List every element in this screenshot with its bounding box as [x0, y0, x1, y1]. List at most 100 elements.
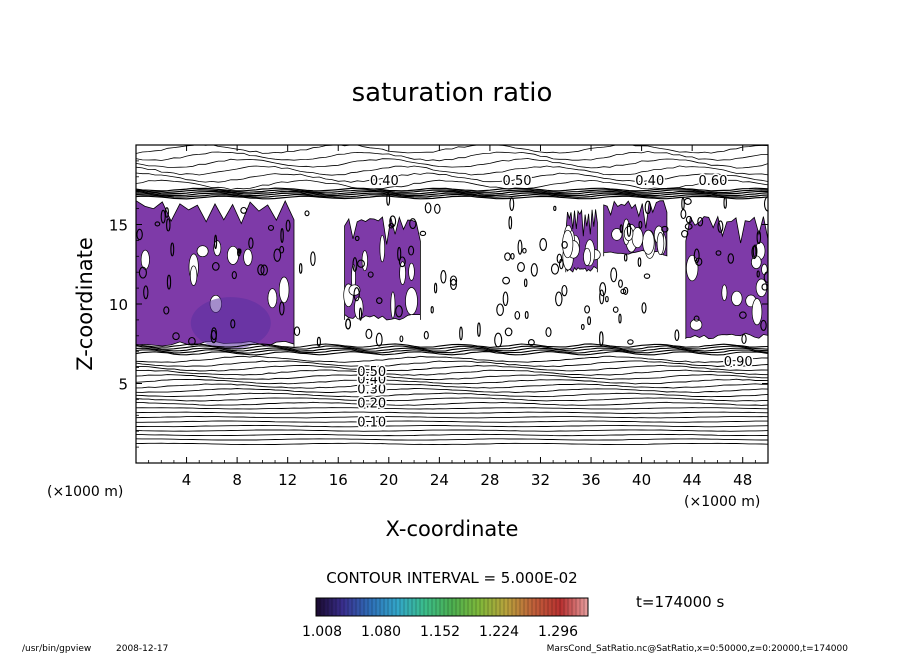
- contour-line: [136, 190, 768, 195]
- contour-blob: [561, 241, 568, 249]
- x-tick-label: 36: [581, 471, 600, 489]
- contour-interval: CONTOUR INTERVAL = 5.000E-02: [326, 569, 577, 587]
- contour-blob: [163, 306, 170, 315]
- contour-blob: [367, 271, 374, 278]
- contour-blob: [556, 253, 563, 264]
- x-tick-label: 44: [683, 471, 702, 489]
- contour-blob: [599, 331, 604, 347]
- contour-blob: [496, 303, 504, 316]
- footer-program: /usr/bin/gpview: [22, 644, 91, 654]
- cloud-hole: [611, 228, 623, 241]
- contour-blob: [510, 252, 515, 260]
- contour-line: [136, 369, 768, 376]
- contour-blob: [376, 297, 383, 304]
- contour-blob: [626, 222, 632, 237]
- contour-blob: [756, 270, 760, 278]
- contour-lines: [136, 145, 768, 446]
- contour-line: [136, 378, 768, 385]
- contour-blob: [641, 302, 647, 314]
- contour-blob: [210, 327, 218, 341]
- contour-blob: [760, 319, 767, 331]
- cloud-hole: [379, 234, 386, 263]
- contour-blob: [610, 267, 618, 283]
- contour-blob: [423, 330, 429, 340]
- contour-blob: [524, 311, 529, 319]
- contour-blob: [188, 336, 196, 346]
- contour-line: [136, 145, 768, 154]
- y-tick-label: 10: [109, 296, 128, 314]
- contour-blob: [580, 324, 585, 330]
- contour-blob: [419, 230, 427, 237]
- contour-blob: [136, 228, 143, 241]
- contour-label: 0.60: [698, 174, 727, 189]
- contour-blob: [248, 237, 254, 249]
- contour-blob: [739, 311, 747, 319]
- cloud-hole: [390, 291, 396, 319]
- contour-blob: [257, 264, 265, 276]
- colorbar-labels: 1.008 1.080 1.152 1.224 1.296: [302, 624, 578, 640]
- contour-blob: [395, 305, 403, 318]
- contour-blob: [230, 319, 236, 329]
- contour-line: [136, 407, 768, 410]
- contour-blob: [357, 259, 365, 268]
- contour-blob: [509, 197, 515, 211]
- contour-blob: [494, 332, 503, 348]
- contour-line: [136, 172, 768, 183]
- contour-line: [136, 360, 768, 368]
- contour-blob: [358, 307, 363, 321]
- cloud-region: [685, 215, 768, 340]
- contour-blob: [684, 223, 693, 230]
- contour-line: [136, 150, 768, 162]
- contour-blob: [267, 224, 275, 231]
- cloud-hole: [656, 232, 665, 255]
- contour-line: [136, 420, 768, 423]
- contour-blob: [154, 221, 161, 227]
- contour-blob: [365, 328, 373, 340]
- contour-label: 0.90: [724, 355, 753, 370]
- x-tick-label: 4: [182, 471, 192, 489]
- contour-blob: [723, 196, 727, 209]
- contour-line: [136, 411, 768, 414]
- contour-blob: [434, 203, 441, 214]
- contour-blob: [561, 284, 568, 297]
- cloud-hole: [623, 226, 634, 242]
- contour-line: [136, 187, 768, 192]
- contour-blob: [717, 220, 724, 233]
- contour-blob: [527, 339, 535, 346]
- x-axis-label: X-coordinate: [386, 517, 519, 541]
- contour-blob: [587, 316, 592, 326]
- contour-blob: [545, 327, 552, 338]
- contour-blob: [504, 252, 511, 261]
- cloud-hole: [196, 245, 209, 258]
- cloud-hole: [761, 263, 768, 276]
- contour-blob: [683, 197, 692, 205]
- contour-blob: [620, 288, 627, 295]
- contour-blob: [680, 209, 687, 220]
- x-tick-label: 32: [531, 471, 550, 489]
- chart-title: saturation ratio: [352, 78, 553, 108]
- contour-blob: [522, 247, 527, 254]
- x-tick-label: 40: [632, 471, 651, 489]
- contour-line: [136, 165, 768, 176]
- contour-line: [136, 429, 768, 432]
- contour-blob: [310, 251, 316, 267]
- contour-blob: [172, 332, 180, 341]
- contour-blob: [293, 326, 301, 337]
- footer-source: MarsCond_SatRatio.nc@SatRatio,x=0:50000,…: [547, 644, 849, 654]
- contour-blob: [504, 327, 513, 337]
- contour-blob: [214, 234, 218, 250]
- contour-blob: [622, 286, 629, 295]
- contour-blob: [539, 238, 548, 251]
- colorbar-tick-label: 1.296: [538, 624, 578, 640]
- contour-blob: [389, 215, 397, 228]
- contour-line: [136, 397, 768, 402]
- contour-line: [136, 401, 768, 406]
- contour-blob: [599, 282, 607, 297]
- contour-blob: [170, 242, 175, 257]
- contour-blob: [763, 271, 768, 283]
- contour-blob: [450, 278, 457, 291]
- contour-line: [136, 416, 768, 419]
- contour-blob: [661, 225, 669, 233]
- plot-area: 0.100.200.300.400.500.900.40 0.400.50 0.60: [136, 145, 768, 446]
- contour-line: [136, 349, 768, 354]
